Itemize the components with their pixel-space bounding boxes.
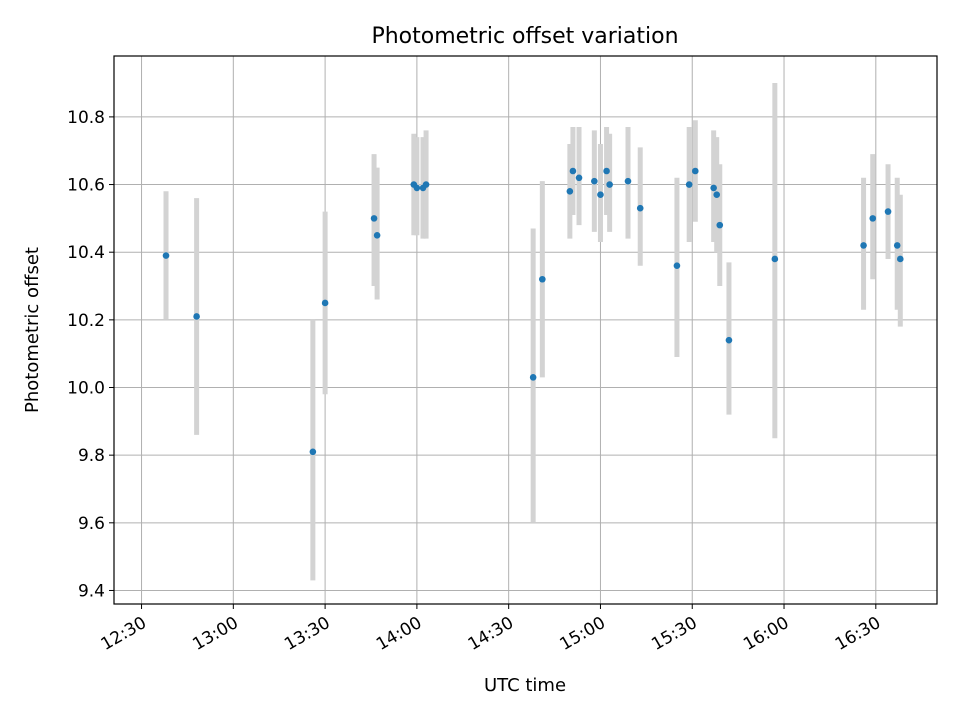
y-tick-label: 10.4 [67,243,105,263]
data-point [370,215,378,222]
data-point [710,184,717,192]
data-point [896,255,904,263]
y-tick-label: 9.6 [78,514,105,534]
data-point [869,215,877,222]
data-point [692,167,699,175]
data-point [771,255,779,263]
data-point [673,262,681,270]
x-axis-label: UTC time [484,675,566,696]
y-tick-label: 10.8 [67,108,105,128]
y-tick-label: 10.0 [67,379,105,399]
data-point [422,181,430,188]
data-point [716,221,724,229]
data-point [575,174,583,182]
data-point [884,208,892,215]
data-point [373,231,381,239]
y-axis-label: Photometric offset [22,247,43,413]
data-point [539,275,546,283]
chart-title: Photometric offset variation [371,24,678,49]
data-point [413,184,421,192]
data-point [162,252,170,259]
plot-frame [113,55,938,605]
data-point [591,177,598,185]
data-point [606,181,613,188]
data-point [569,167,577,175]
data-point [529,374,537,381]
data-point [893,242,901,249]
data-point [725,336,733,344]
data-point [860,242,867,249]
data-point [624,177,632,185]
data-points [162,167,904,456]
y-tick-label: 9.4 [78,581,105,601]
data-point [713,191,721,198]
y-tick-label: 9.8 [78,446,105,466]
data-point [636,204,644,212]
data-point [685,181,693,188]
y-tick-label: 10.2 [67,311,105,331]
data-point [193,313,200,320]
data-point [321,299,329,307]
data-point [603,167,610,175]
data-point [566,188,574,195]
y-tick-label: 10.6 [67,176,105,196]
data-point [309,448,317,456]
data-point [597,191,604,198]
